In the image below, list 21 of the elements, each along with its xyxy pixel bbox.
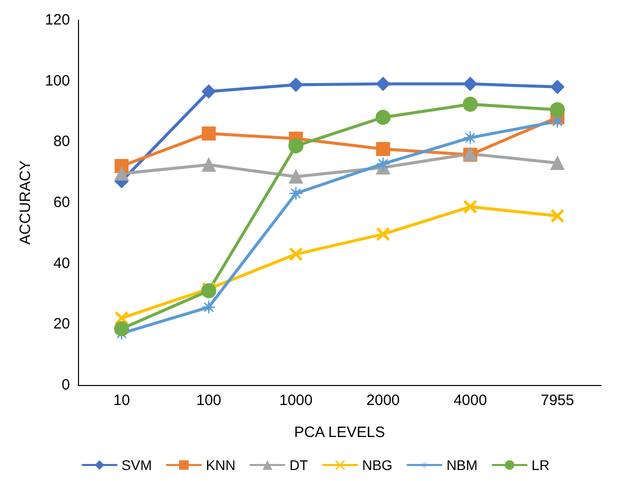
legend-label: LR [532,457,550,473]
x-tick-label: 7955 [540,392,574,409]
y-axis-title: ACCURACY [17,160,34,245]
legend-label: NBG [362,457,392,473]
legend-label: SVM [122,457,152,473]
y-tick-label: 20 [53,316,70,333]
y-tick-label: 0 [62,376,70,394]
legend-label: NBM [446,457,478,473]
legend-label: DT [289,457,309,473]
x-axis-title: PCA LEVELS [294,424,385,441]
legend-label: KNN [206,457,236,473]
x-tick-label: 4000 [454,392,487,409]
y-tick-label: 100 [44,72,70,90]
y-tick-label: 80 [53,133,70,150]
y-tick-label: 60 [53,194,70,211]
y-tick-label: 120 [44,12,70,28]
x-tick-label: 100 [196,392,222,409]
x-tick-label: 2000 [366,392,400,409]
x-tick-label: 1000 [279,392,313,409]
x-tick-label: 10 [113,392,130,409]
y-tick-label: 40 [53,254,70,272]
